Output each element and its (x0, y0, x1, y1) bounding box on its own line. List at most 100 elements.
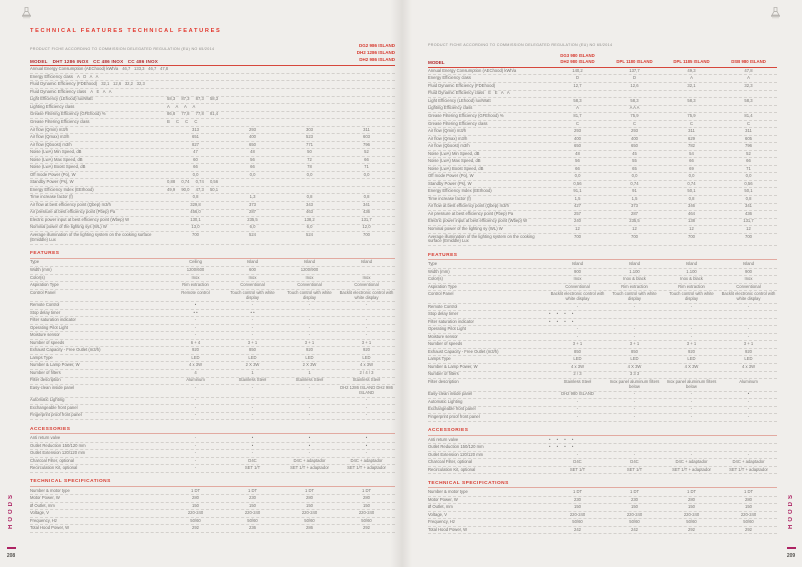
row-value: Rim extraction (621, 283, 648, 289)
row-value: 242 (574, 526, 581, 532)
row-label: Annual Energy Consumption (AEChood) kWh/… (30, 66, 169, 72)
row-value: 257 (574, 210, 581, 216)
row-value: Inox (248, 274, 257, 280)
row-value: 1 DT (361, 487, 372, 493)
row-value: D4C (630, 459, 639, 465)
row-value: - (251, 332, 254, 338)
table-row: Energy Efficiency Index (EEIhood) 49,9 90… (30, 187, 395, 195)
row-value: 66 (250, 164, 255, 170)
row-label: Energy Efficiency Index (EEIhood) (30, 186, 94, 192)
row-value: • • (193, 309, 198, 315)
row-value: - (251, 302, 254, 308)
table-row: Air flow (Qboost) m3/h 650 650 782 796 (428, 143, 777, 151)
row-label: Lighting Efficiency class (30, 103, 75, 109)
row-label: Number of filters (428, 371, 459, 377)
row-value: 13,0 (191, 224, 200, 230)
row-value: 287 (249, 209, 256, 215)
row-label: Control Panel (428, 291, 454, 297)
row-value: 12,6 (630, 82, 639, 88)
row-value: 311 (688, 128, 695, 134)
row-value: Conventional (736, 283, 761, 289)
row-value: 236 (249, 525, 256, 531)
row-value: 4 X 3W (684, 363, 699, 369)
model-row: MODEL DHT 1286 INOX CC 486 INOX CC 486 IN… (30, 59, 357, 64)
row-value: Island (360, 259, 373, 265)
row-value: 12,0 (362, 224, 371, 230)
row-value: - (194, 457, 197, 463)
row-value: 456,0 (190, 209, 201, 215)
table-row: Recirculation Kit, optional - SET 1/T SET 1… (30, 465, 395, 473)
row-value: 78 (307, 164, 312, 170)
row-value: 1 (308, 369, 311, 375)
model-label: MODEL (30, 58, 48, 64)
row-label: Electric power input at best efficiency … (428, 218, 528, 224)
row-value: 220-240 (683, 511, 700, 517)
page-left-content: TECHNICAL FEATURES TECHNICAL FEATURES PR… (30, 22, 395, 533)
row-value: 150 (249, 502, 256, 508)
table-row: Anti return valve • • • • (428, 437, 777, 445)
row-value: 12 (746, 225, 751, 231)
table-row: Air flow (Qboost) m3/h 827 650 771 796 (30, 142, 395, 150)
row-label: Energy Efficiency class (428, 75, 471, 81)
row-label: Time increase factor (f) (428, 195, 471, 201)
model-name: DPL 1180 ISLAND (616, 59, 653, 65)
table-row: Charcoal Filter, optional - D4C D4C + adapt… (30, 458, 395, 466)
row-value: C (746, 120, 751, 126)
regulation-note: PRODUCT FICHE ACCORDING TO COMMISSION DE… (30, 46, 215, 51)
side-category-label: HOODS (788, 491, 794, 529)
page-right-content: PRODUCT FICHE ACCORDING TO COMMISSION DE… (428, 22, 777, 535)
row-value: Backlit electronic control with white di… (339, 289, 394, 300)
table-row: Number of filters 4 1 1 2 / 4 / 3 (30, 370, 395, 378)
table-row: Total Hood Power, W 242 242 292 292 (428, 527, 777, 535)
row-value: 1200/600 (186, 267, 205, 272)
model-names-inline: DHT 1286 INOX CC 486 INOX CC 486 INOX (52, 58, 159, 64)
row-label: Grease Filtering Efficiency class (428, 120, 488, 126)
row-value: Stainless Steel (238, 377, 267, 383)
row-value: - (194, 332, 197, 338)
row-value: - (308, 332, 311, 338)
row-value: 827 (192, 141, 199, 147)
row-value: 0,74 (630, 180, 639, 186)
row-value: 12,7 (573, 82, 582, 88)
row-value: 523 (306, 134, 313, 140)
model-name: DH2 986 ISLAND (359, 56, 395, 62)
row-value: 50/60 (304, 517, 315, 523)
row-value: 280 (363, 495, 370, 501)
row-value: - (690, 406, 693, 412)
table-row: Air flow (Qmax) m3/h 400 400 629 605 (428, 136, 777, 144)
table-row: Fluid Dynamic Efficiency (FDEhood) 32,1 1… (30, 81, 395, 89)
row-label: Fingerprint proof front panel (428, 414, 480, 419)
row-label: Anti return valve (30, 435, 61, 440)
row-value: LED (744, 356, 753, 362)
row-value: LED (248, 354, 257, 360)
table-row: Moisture sensor - - - - (30, 332, 395, 340)
table-row: Voltage, V 220-240 220-240 220-240 220-240 (428, 512, 777, 520)
row-value: Island (685, 261, 698, 266)
row-value: - (633, 303, 636, 309)
section-header-accessories: ACCESSORIES (30, 427, 395, 435)
row-value: - (194, 317, 197, 323)
row-value: 1 DT (190, 487, 201, 493)
row-value: Conventional (565, 283, 590, 289)
row-value: Aluminum (186, 377, 205, 383)
row-value: 280 (192, 495, 199, 501)
row-label: Filter description (30, 377, 61, 383)
row-values-inline: 46,7 133,3 46,7 47,8 (122, 66, 169, 72)
row-value: D4C + adaptador (350, 457, 383, 463)
table-row: Stop delay timer • • • • (428, 311, 777, 319)
row-value: 75,9 (630, 113, 639, 119)
row-value: 56 (250, 156, 255, 162)
row-value: 0,0 (631, 173, 638, 179)
row-value: 293 (631, 128, 638, 134)
row-value: C (689, 120, 694, 126)
row-value: 796 (745, 143, 752, 149)
row-label: Automatic Lighting (428, 398, 463, 404)
row-value: 782 (688, 143, 695, 149)
table-row: Control Panel Remote control Touch control… (30, 289, 395, 303)
table-header: MODEL DG3 980 ISLAND DH2 980 ISLAND DPL … (428, 53, 777, 65)
row-value: 75,9 (687, 113, 696, 119)
row-value: - (633, 451, 636, 457)
row-value: Conventional (354, 282, 379, 288)
row-value: 220-240 (569, 511, 586, 517)
